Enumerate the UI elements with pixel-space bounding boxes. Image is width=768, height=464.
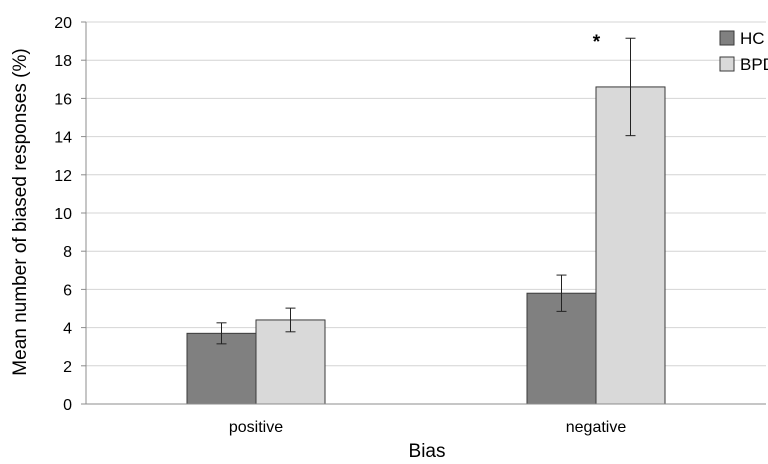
annotations: *	[593, 32, 601, 53]
y-tick-label: 0	[63, 397, 72, 414]
y-tick-label: 18	[54, 53, 72, 70]
y-tick-label: 20	[54, 15, 72, 32]
significance-marker: *	[593, 32, 601, 53]
legend-label-hc: HC	[740, 29, 765, 48]
x-tick-label: negative	[566, 419, 627, 436]
x-axis-label: Bias	[409, 441, 446, 459]
x-tick-labels: positive negative	[229, 419, 626, 436]
legend-label-bpd: BPD	[740, 55, 768, 74]
y-tick-label: 16	[54, 91, 72, 108]
legend-swatch-hc	[719, 30, 735, 46]
legend-swatch-bpd	[719, 56, 735, 72]
x-tick-label: positive	[229, 419, 283, 436]
legend: HC BPD	[719, 29, 768, 74]
error-bars	[216, 37, 636, 345]
y-tick-label: 14	[54, 130, 72, 147]
y-tick-label: 8	[63, 244, 72, 261]
axes	[81, 21, 766, 405]
y-axis-label: Mean number of biased responses (%)	[10, 48, 31, 375]
bars	[186, 86, 666, 405]
y-tick-label: 2	[63, 359, 72, 376]
y-tick-label: 10	[54, 206, 72, 223]
y-tick-label: 4	[63, 321, 72, 338]
gridlines	[86, 21, 766, 367]
y-tick-labels: 0 2 4 6 8 10 12 14 16 18 20	[54, 15, 72, 414]
bar-bpd-positive	[255, 319, 326, 405]
y-tick-label: 6	[63, 282, 72, 299]
y-tick-label: 12	[54, 168, 72, 185]
